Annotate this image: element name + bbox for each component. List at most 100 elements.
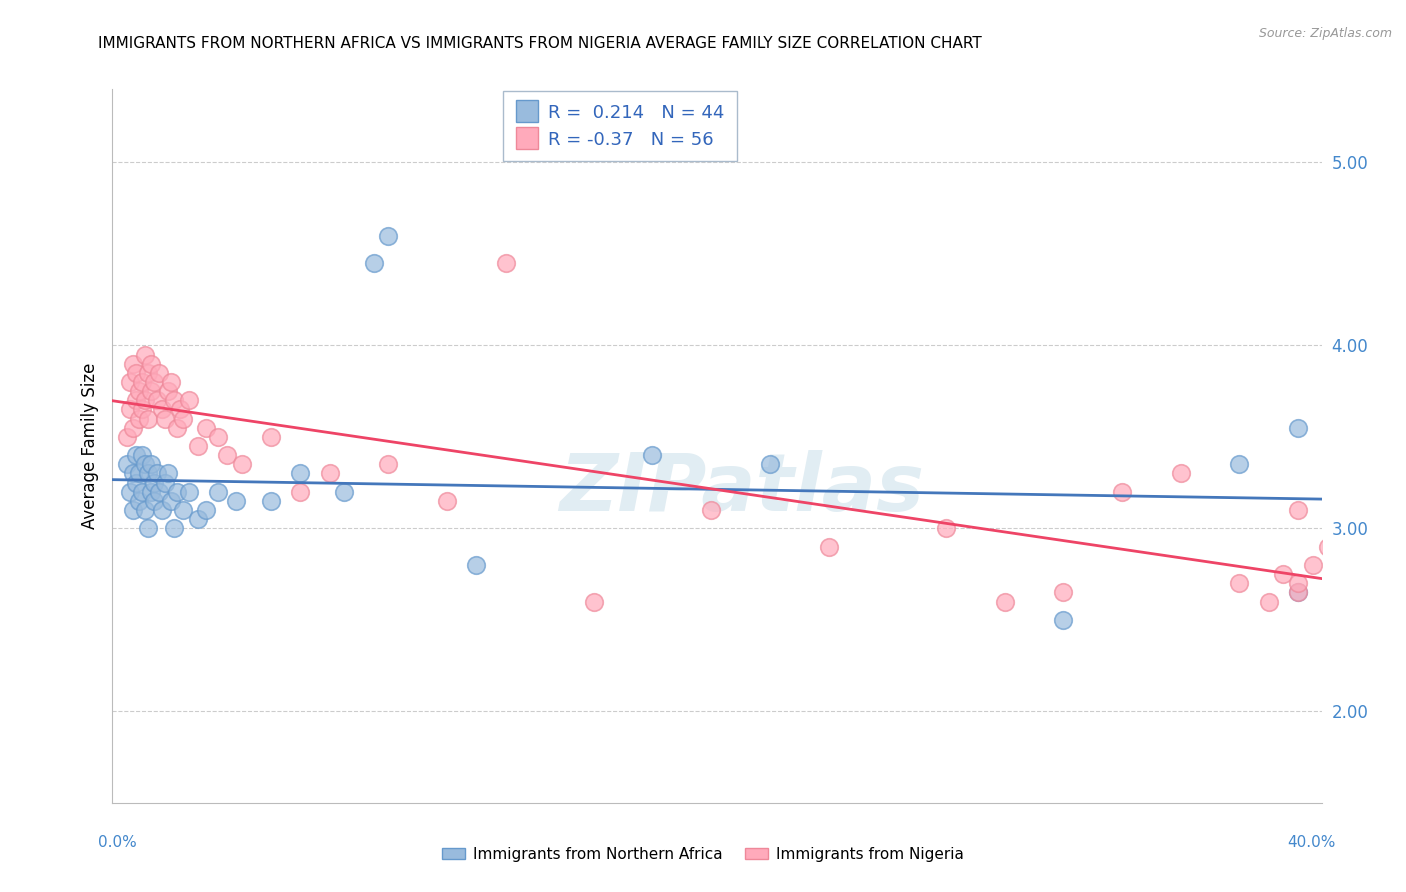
Point <box>142 494 165 508</box>
Point <box>377 458 399 472</box>
Point <box>160 494 183 508</box>
Point <box>1111 484 1133 499</box>
Point <box>215 448 238 462</box>
Point <box>157 467 180 481</box>
Point <box>120 484 142 499</box>
Point <box>139 384 162 398</box>
Point <box>1052 585 1074 599</box>
Point <box>125 448 148 462</box>
Point <box>177 393 200 408</box>
Point <box>125 475 148 490</box>
Point <box>163 521 186 535</box>
Point <box>177 484 200 499</box>
Point <box>290 484 312 499</box>
Point <box>318 467 340 481</box>
Point <box>207 430 229 444</box>
Text: ZIPatlas: ZIPatlas <box>558 450 924 528</box>
Point <box>131 448 153 462</box>
Point <box>195 503 218 517</box>
Point <box>136 521 159 535</box>
Point <box>125 366 148 380</box>
Point <box>134 347 156 361</box>
Point <box>290 467 312 481</box>
Point <box>187 512 209 526</box>
Point <box>582 594 605 608</box>
Point <box>260 494 283 508</box>
Point <box>128 467 150 481</box>
Point <box>136 366 159 380</box>
Point <box>225 494 247 508</box>
Point <box>131 375 153 389</box>
Point <box>148 366 170 380</box>
Point <box>157 384 180 398</box>
Text: Source: ZipAtlas.com: Source: ZipAtlas.com <box>1258 27 1392 40</box>
Point <box>160 375 183 389</box>
Point <box>120 402 142 417</box>
Point <box>166 420 188 434</box>
Point <box>155 411 177 425</box>
Point <box>139 484 162 499</box>
Point <box>163 393 186 408</box>
Point <box>142 375 165 389</box>
Point <box>169 402 191 417</box>
Point <box>148 484 170 499</box>
Point <box>1272 567 1295 582</box>
Point <box>1170 467 1192 481</box>
Point <box>115 458 138 472</box>
Point <box>333 484 356 499</box>
Point <box>134 458 156 472</box>
Point <box>1257 594 1279 608</box>
Point <box>145 467 167 481</box>
Y-axis label: Average Family Size: Average Family Size <box>80 363 98 529</box>
Point <box>700 503 723 517</box>
Point <box>187 439 209 453</box>
Point <box>122 467 145 481</box>
Point <box>1286 585 1309 599</box>
Point <box>207 484 229 499</box>
Point <box>134 503 156 517</box>
Point <box>145 393 167 408</box>
Point <box>115 430 138 444</box>
Point <box>1286 585 1309 599</box>
Point <box>134 393 156 408</box>
Point <box>120 375 142 389</box>
Point <box>142 475 165 490</box>
Point <box>377 228 399 243</box>
Point <box>122 503 145 517</box>
Point <box>131 402 153 417</box>
Point <box>122 420 145 434</box>
Text: 40.0%: 40.0% <box>1288 836 1336 850</box>
Point <box>436 494 458 508</box>
Point <box>136 411 159 425</box>
Point <box>231 458 253 472</box>
Point <box>125 393 148 408</box>
Point <box>150 503 173 517</box>
Point <box>128 411 150 425</box>
Point <box>260 430 283 444</box>
Point <box>817 540 839 554</box>
Point <box>759 458 782 472</box>
Point <box>122 357 145 371</box>
Text: IMMIGRANTS FROM NORTHERN AFRICA VS IMMIGRANTS FROM NIGERIA AVERAGE FAMILY SIZE C: IMMIGRANTS FROM NORTHERN AFRICA VS IMMIG… <box>98 36 983 51</box>
Legend: Immigrants from Northern Africa, Immigrants from Nigeria: Immigrants from Northern Africa, Immigra… <box>436 841 970 868</box>
Point <box>1316 540 1339 554</box>
Point <box>150 402 173 417</box>
Text: 0.0%: 0.0% <box>98 836 138 850</box>
Point <box>495 256 517 270</box>
Point <box>1286 503 1309 517</box>
Point <box>139 357 162 371</box>
Point <box>128 384 150 398</box>
Point <box>131 484 153 499</box>
Point <box>172 503 194 517</box>
Point <box>1229 576 1251 591</box>
Point <box>195 420 218 434</box>
Point <box>1286 576 1309 591</box>
Point <box>363 256 385 270</box>
Point <box>1052 613 1074 627</box>
Point <box>641 448 664 462</box>
Point <box>935 521 957 535</box>
Point <box>1229 458 1251 472</box>
Point <box>139 458 162 472</box>
Point <box>136 467 159 481</box>
Point <box>1286 420 1309 434</box>
